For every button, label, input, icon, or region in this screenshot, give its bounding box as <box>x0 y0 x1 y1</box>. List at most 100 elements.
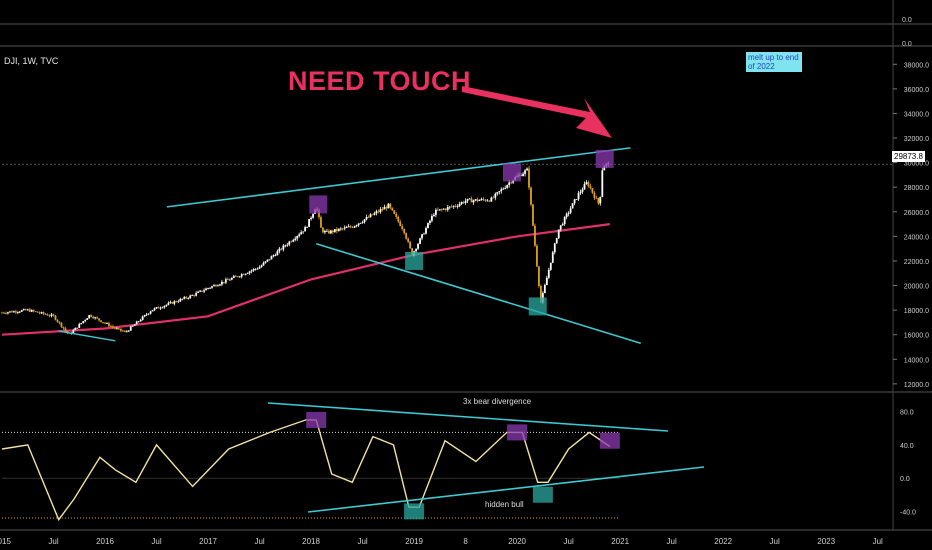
candle-body <box>90 315 93 317</box>
candle-body <box>510 182 513 184</box>
candle-body <box>385 207 388 209</box>
time-tick-label: Jul <box>873 537 883 546</box>
candle-body <box>294 238 297 240</box>
candle-body <box>84 319 87 322</box>
osc-highlight-box-purple <box>306 411 327 428</box>
candle-body <box>46 314 49 316</box>
candle-body <box>116 328 118 330</box>
callout-arrow <box>462 86 612 138</box>
candle-body <box>494 193 497 198</box>
candle-body <box>549 262 552 270</box>
candle-body <box>106 323 108 324</box>
candle-body <box>480 198 483 201</box>
candle-body <box>143 315 146 317</box>
candle-body <box>456 206 459 207</box>
time-tick-label: 2019 <box>405 537 423 546</box>
price-tick-label: 24000.0 <box>904 234 929 241</box>
candle-body <box>110 326 112 327</box>
candle-body <box>300 232 303 235</box>
candle-body <box>532 204 534 226</box>
candle-body <box>551 252 554 263</box>
candle-body <box>478 200 481 201</box>
candle-body <box>539 286 542 303</box>
candle-body <box>217 285 219 287</box>
candle-body <box>339 228 342 230</box>
candle-body <box>438 209 441 211</box>
top-axis-label: 0.0 <box>902 17 912 24</box>
candle-body <box>205 288 207 291</box>
candle-body <box>5 313 7 314</box>
candle-body <box>502 188 505 190</box>
candle-body <box>151 310 154 312</box>
candle-body <box>302 231 305 233</box>
candle-body <box>264 261 267 263</box>
candle-body <box>399 221 402 227</box>
candle-body <box>409 241 412 249</box>
candle-body <box>191 295 194 296</box>
candle-body <box>310 217 312 220</box>
candle-body <box>434 209 437 215</box>
hidden-bull-trendline[interactable] <box>307 466 705 513</box>
candle-body <box>119 328 122 331</box>
candle-body <box>185 297 188 299</box>
candle-body <box>64 328 67 331</box>
low-2015-trendline[interactable] <box>58 330 116 342</box>
candle-body <box>288 241 291 245</box>
candle-body <box>341 228 344 230</box>
candle-body <box>506 184 509 188</box>
candle-body <box>543 285 546 293</box>
candle-body <box>56 319 59 322</box>
candle-body <box>159 307 162 309</box>
candle-body <box>157 307 160 309</box>
candle-body <box>234 276 237 277</box>
candle-body <box>427 223 429 229</box>
upper-channel-trendline[interactable] <box>166 147 631 208</box>
candle-body <box>38 312 41 314</box>
candle-body <box>306 226 309 228</box>
candle-body <box>7 312 9 314</box>
candle-body <box>534 225 536 246</box>
candle-body <box>135 321 138 325</box>
time-tick-label: 8 <box>463 537 468 546</box>
time-tick-label: Jul <box>151 537 161 546</box>
candle-body <box>250 270 253 272</box>
time-tick-label: 2016 <box>96 537 114 546</box>
candle-body <box>337 228 340 231</box>
price-tick-label: 18000.0 <box>904 308 929 315</box>
price-tick-label: 14000.0 <box>904 357 929 364</box>
candle-body <box>474 199 477 201</box>
candle-body <box>367 216 370 218</box>
candle-body <box>415 248 417 252</box>
osc-highlight-box-teal <box>404 503 425 520</box>
candle-body <box>371 214 374 216</box>
candle-body <box>395 213 398 217</box>
price-tick-label: 36000.0 <box>904 87 929 94</box>
candle-body <box>577 192 580 200</box>
candle-body <box>547 269 550 278</box>
candle-body <box>379 209 382 212</box>
lower-channel-trendline[interactable] <box>315 242 641 345</box>
candle-body <box>100 320 102 323</box>
candle-body <box>199 290 202 292</box>
osc-tick-label: 80.0 <box>900 410 914 417</box>
highlight-box-purple <box>309 195 328 214</box>
oscillator-series-layer: 3x bear divergence hidden bull <box>1 397 705 522</box>
candle-body <box>425 228 427 234</box>
candle-body <box>137 321 140 323</box>
candle-body <box>266 259 269 262</box>
candle-body <box>86 318 89 320</box>
candle-body <box>328 230 330 234</box>
candle-body <box>363 219 366 223</box>
candle-body <box>219 284 221 286</box>
candle-body <box>563 217 566 225</box>
candle-body <box>488 200 491 202</box>
candle-body <box>466 198 469 201</box>
candle-body <box>28 309 31 312</box>
candle-body <box>452 205 455 207</box>
bear-divergence-trendline[interactable] <box>267 402 669 432</box>
candle-body <box>133 324 136 326</box>
candle-body <box>52 314 55 316</box>
candle-body <box>44 313 47 315</box>
candle-body <box>520 174 522 177</box>
